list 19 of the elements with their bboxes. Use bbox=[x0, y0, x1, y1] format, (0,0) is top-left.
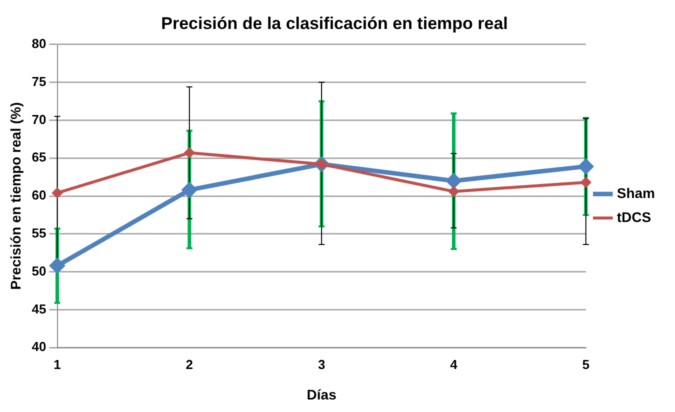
x-axis-title: Días bbox=[306, 386, 337, 402]
y-tick-label: 65 bbox=[32, 150, 46, 165]
x-tick-label: 1 bbox=[54, 356, 61, 372]
y-tick-label: 70 bbox=[32, 112, 46, 127]
legend-label: Sham bbox=[616, 184, 655, 201]
x-tick-label: 3 bbox=[318, 356, 326, 372]
y-axis-title: Precisión en tiempo real (%) bbox=[7, 102, 24, 290]
y-tick-label: 40 bbox=[32, 339, 46, 354]
x-tick-label: 5 bbox=[582, 356, 590, 372]
legend-label: tDCS bbox=[616, 208, 652, 225]
chart-title: Precisión de la clasificación en tiempo real bbox=[161, 14, 508, 33]
y-tick-label: 50 bbox=[32, 263, 46, 278]
x-tick-label: 2 bbox=[186, 356, 194, 372]
y-tick-label: 55 bbox=[32, 225, 46, 240]
y-tick-label: 75 bbox=[32, 74, 46, 89]
y-tick-label: 60 bbox=[32, 188, 46, 203]
y-tick-label: 80 bbox=[32, 36, 46, 51]
x-tick-label: 4 bbox=[450, 356, 458, 372]
y-tick-label: 45 bbox=[32, 301, 46, 316]
